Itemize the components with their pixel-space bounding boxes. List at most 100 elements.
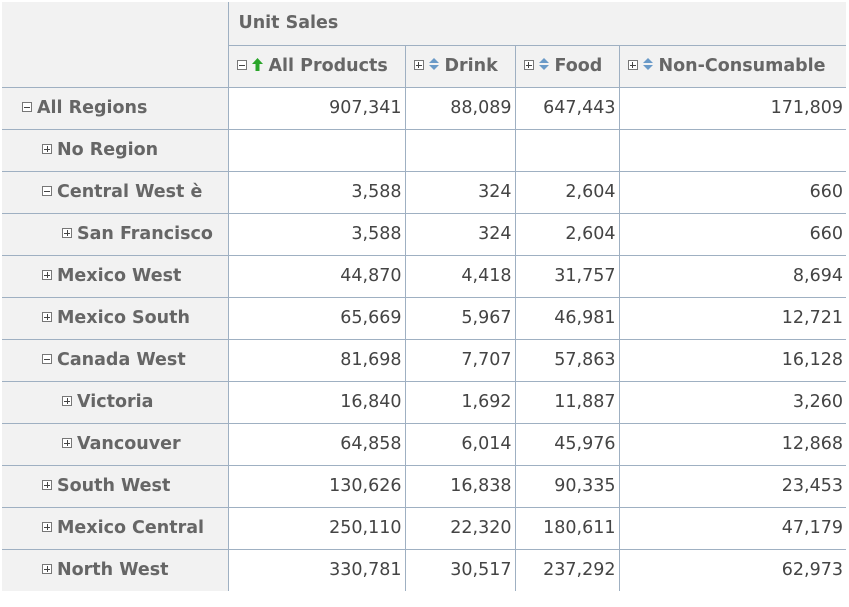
expand-icon[interactable]	[523, 60, 534, 70]
row-header-victoria[interactable]: Victoria	[2, 380, 229, 424]
table-row: Mexico South 65,669 5,967 46,981 12,721	[2, 296, 846, 340]
expand-icon[interactable]	[62, 396, 72, 406]
data-cell: 46,981	[514, 296, 620, 340]
collapse-icon[interactable]	[22, 102, 32, 112]
data-cell: 1,692	[404, 380, 516, 424]
data-cell: 6,014	[404, 422, 516, 466]
data-cell: 324	[404, 212, 516, 256]
sort-ascending-icon[interactable]	[251, 57, 263, 71]
row-header-label: North West	[57, 560, 169, 581]
row-header-label: South West	[57, 476, 171, 496]
data-cell: 647,443	[514, 86, 620, 130]
data-cell: 23,453	[618, 464, 846, 508]
row-header-label: No Region	[57, 140, 159, 160]
row-header-all-regions[interactable]: All Regions	[2, 86, 229, 130]
data-cell	[227, 128, 406, 172]
column-header-drink[interactable]: Drink	[404, 44, 516, 88]
data-cell: 64,858	[227, 422, 406, 466]
sort-toggle-icon[interactable]	[428, 58, 439, 70]
row-header-label: Victoria	[77, 392, 154, 412]
row-header-label: Mexico South	[57, 308, 190, 328]
data-cell: 8,694	[618, 254, 846, 298]
table-row: South West 130,626 16,838 90,335 23,453	[2, 464, 846, 508]
sort-toggle-icon[interactable]	[642, 58, 653, 70]
data-cell: 250,110	[227, 506, 406, 550]
row-header-label: Mexico West	[57, 266, 182, 286]
collapse-icon[interactable]	[42, 186, 52, 196]
expand-icon[interactable]	[42, 144, 52, 154]
table-row: North West 330,781 30,517 237,292 62,973	[2, 548, 846, 591]
measure-header: Unit Sales	[227, 2, 846, 46]
data-cell: 16,838	[404, 464, 516, 508]
column-header-label: All Products	[268, 56, 388, 76]
data-cell: 11,887	[514, 380, 620, 424]
data-cell: 88,089	[404, 86, 516, 130]
column-header-label: Food	[554, 56, 603, 76]
data-cell: 62,973	[618, 548, 846, 591]
row-header-mexico-central[interactable]: Mexico Central	[2, 506, 229, 550]
data-cell: 16,840	[227, 380, 406, 424]
table-row: No Region	[2, 128, 846, 172]
expand-icon[interactable]	[42, 270, 52, 280]
table-row: Central West è 3,588 324 2,604 660	[2, 170, 846, 214]
data-cell: 12,721	[618, 296, 846, 340]
row-header-san-francisco[interactable]: San Francisco	[2, 212, 229, 256]
corner-cell	[2, 2, 229, 88]
table-row: Mexico West 44,870 4,418 31,757 8,694	[2, 254, 846, 298]
data-cell	[618, 128, 846, 172]
row-header-mexico-south[interactable]: Mexico South	[2, 296, 229, 340]
expand-icon[interactable]	[62, 228, 72, 238]
sort-toggle-icon[interactable]	[538, 58, 549, 70]
data-cell: 44,870	[227, 254, 406, 298]
table-row: Canada West 81,698 7,707 57,863 16,128	[2, 338, 846, 382]
data-cell: 22,320	[404, 506, 516, 550]
data-cell: 2,604	[514, 170, 620, 214]
expand-icon[interactable]	[627, 60, 638, 70]
collapse-icon[interactable]	[42, 354, 52, 364]
table-row: Mexico Central 250,110 22,320 180,611 47,179	[2, 506, 846, 550]
data-cell	[514, 128, 620, 172]
data-cell: 324	[404, 170, 516, 214]
data-cell: 130,626	[227, 464, 406, 508]
column-header-non-consumable[interactable]: Non-Consumable	[618, 44, 846, 88]
row-header-label: Vancouver	[77, 434, 181, 454]
expand-icon[interactable]	[62, 438, 72, 448]
row-header-no-region[interactable]: No Region	[2, 128, 229, 172]
table-row: Victoria 16,840 1,692 11,887 3,260	[2, 380, 846, 424]
data-cell: 45,976	[514, 422, 620, 466]
row-header-south-west[interactable]: South West	[2, 464, 229, 508]
row-header-label: San Francisco	[77, 224, 213, 244]
expand-icon[interactable]	[42, 480, 52, 490]
data-cell: 4,418	[404, 254, 516, 298]
table-row: All Regions 907,341 88,089 647,443 171,809	[2, 86, 846, 130]
data-cell: 907,341	[227, 86, 406, 130]
row-header-label: Mexico Central	[57, 518, 205, 538]
expand-icon[interactable]	[42, 564, 52, 575]
data-cell: 180,611	[514, 506, 620, 550]
row-header-label: All Regions	[37, 98, 148, 118]
row-header-label: Central West è	[57, 182, 203, 202]
data-cell: 81,698	[227, 338, 406, 382]
expand-icon[interactable]	[413, 60, 424, 70]
data-cell: 3,588	[227, 212, 406, 256]
row-header-vancouver[interactable]: Vancouver	[2, 422, 229, 466]
row-header-central-west[interactable]: Central West è	[2, 170, 229, 214]
data-cell: 30,517	[404, 548, 516, 591]
table-row: San Francisco 3,588 324 2,604 660	[2, 212, 846, 256]
data-cell: 16,128	[618, 338, 846, 382]
column-header-food[interactable]: Food	[514, 44, 620, 88]
collapse-icon[interactable]	[236, 60, 247, 70]
table-row: Vancouver 64,858 6,014 45,976 12,868	[2, 422, 846, 466]
row-header-mexico-west[interactable]: Mexico West	[2, 254, 229, 298]
pivot-table: Unit Sales All Products Drink Food Non-Cons…	[2, 2, 846, 591]
data-cell: 12,868	[618, 422, 846, 466]
expand-icon[interactable]	[42, 312, 52, 322]
data-cell: 31,757	[514, 254, 620, 298]
column-header-all-products[interactable]: All Products	[227, 44, 406, 88]
expand-icon[interactable]	[42, 522, 52, 532]
row-header-canada-west[interactable]: Canada West	[2, 338, 229, 382]
data-cell: 3,260	[618, 380, 846, 424]
column-header-label: Non-Consumable	[658, 56, 826, 76]
row-header-north-west[interactable]: North West	[2, 548, 229, 591]
